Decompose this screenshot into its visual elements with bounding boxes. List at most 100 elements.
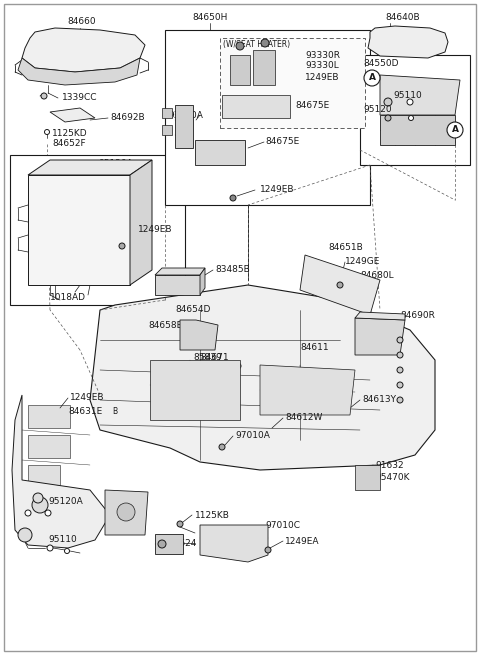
Polygon shape — [90, 285, 435, 470]
Circle shape — [447, 122, 463, 138]
Text: 84660: 84660 — [67, 18, 96, 26]
Text: 84680L: 84680L — [360, 272, 394, 280]
Polygon shape — [260, 365, 355, 415]
Text: 83485B: 83485B — [215, 265, 250, 274]
Circle shape — [158, 540, 166, 548]
Text: A: A — [369, 73, 375, 83]
Circle shape — [364, 70, 380, 86]
Circle shape — [397, 367, 403, 373]
Text: 84651B: 84651B — [328, 244, 363, 252]
Text: 97010A: 97010A — [235, 432, 270, 441]
Polygon shape — [230, 55, 250, 85]
Polygon shape — [200, 525, 268, 562]
Text: 95120A: 95120A — [98, 159, 133, 168]
Bar — [165, 30, 370, 205]
Circle shape — [384, 98, 392, 106]
Polygon shape — [380, 75, 460, 115]
Polygon shape — [155, 268, 205, 275]
Polygon shape — [18, 58, 140, 85]
Polygon shape — [355, 312, 405, 320]
Circle shape — [64, 548, 70, 553]
Text: 85839: 85839 — [193, 354, 222, 362]
Text: 84631E: 84631E — [68, 407, 102, 417]
Text: 1249EA: 1249EA — [285, 536, 320, 546]
Text: 84613Y: 84613Y — [362, 396, 396, 405]
Polygon shape — [155, 275, 200, 295]
Polygon shape — [355, 465, 380, 490]
Text: 84658B: 84658B — [148, 322, 183, 331]
Polygon shape — [253, 50, 275, 85]
Text: 93330L: 93330L — [305, 62, 339, 71]
Circle shape — [119, 243, 125, 249]
Polygon shape — [200, 268, 205, 295]
Polygon shape — [380, 115, 455, 145]
Polygon shape — [22, 28, 145, 72]
Circle shape — [385, 115, 391, 121]
Text: 1249EB: 1249EB — [138, 225, 172, 234]
Text: 95110: 95110 — [48, 536, 77, 544]
Text: 95120A: 95120A — [48, 498, 83, 506]
Text: 95470K: 95470K — [375, 474, 409, 483]
Polygon shape — [28, 435, 70, 458]
Text: 84650H: 84650H — [192, 14, 228, 22]
Circle shape — [265, 547, 271, 553]
Circle shape — [33, 493, 43, 503]
Circle shape — [67, 170, 77, 180]
Text: 84550D: 84550D — [363, 58, 398, 67]
Circle shape — [219, 444, 225, 450]
Circle shape — [230, 195, 236, 201]
Circle shape — [261, 39, 269, 47]
Text: 84652F: 84652F — [52, 140, 85, 149]
Circle shape — [45, 130, 49, 134]
Circle shape — [397, 352, 403, 358]
Circle shape — [18, 528, 32, 542]
Text: 1249EB: 1249EB — [260, 185, 295, 195]
Polygon shape — [300, 255, 380, 315]
Text: 84612W: 84612W — [285, 413, 323, 422]
Text: 84624: 84624 — [168, 538, 196, 548]
Polygon shape — [155, 534, 183, 554]
Text: 1249EB: 1249EB — [305, 73, 339, 81]
Polygon shape — [162, 125, 172, 135]
Polygon shape — [222, 95, 290, 118]
Circle shape — [235, 363, 241, 369]
Polygon shape — [175, 105, 193, 148]
Text: 93330R: 93330R — [305, 50, 340, 60]
Circle shape — [47, 545, 53, 551]
Polygon shape — [195, 140, 245, 165]
Text: 97041: 97041 — [118, 498, 146, 506]
Polygon shape — [180, 320, 218, 350]
Circle shape — [32, 497, 48, 513]
Text: 84675E: 84675E — [295, 100, 329, 109]
Text: 84640B: 84640B — [385, 14, 420, 22]
Polygon shape — [105, 490, 148, 535]
Polygon shape — [150, 360, 240, 420]
Circle shape — [41, 93, 47, 99]
Text: 1249EB: 1249EB — [70, 394, 105, 403]
Text: B: B — [112, 407, 117, 417]
Text: 91632: 91632 — [375, 460, 404, 470]
Circle shape — [236, 42, 244, 50]
Text: 1018AD: 1018AD — [50, 293, 86, 303]
Text: 97010C: 97010C — [265, 521, 300, 529]
Text: 84671: 84671 — [200, 354, 228, 362]
Circle shape — [397, 382, 403, 388]
Circle shape — [397, 337, 403, 343]
Circle shape — [117, 503, 135, 521]
Circle shape — [408, 115, 413, 121]
Polygon shape — [355, 318, 405, 355]
Text: 84690R: 84690R — [400, 310, 435, 320]
Text: 84692B: 84692B — [110, 113, 144, 122]
Polygon shape — [368, 26, 448, 58]
Bar — [360, 55, 470, 165]
Polygon shape — [50, 108, 95, 122]
Text: 84654D: 84654D — [175, 305, 210, 314]
Text: 1125KB: 1125KB — [195, 510, 230, 519]
Polygon shape — [130, 160, 152, 285]
Circle shape — [337, 282, 343, 288]
Text: 1125KD: 1125KD — [52, 130, 88, 138]
Text: 95120: 95120 — [363, 105, 392, 115]
Text: A: A — [452, 126, 458, 134]
Circle shape — [45, 510, 51, 516]
Text: 1249GE: 1249GE — [345, 257, 380, 267]
